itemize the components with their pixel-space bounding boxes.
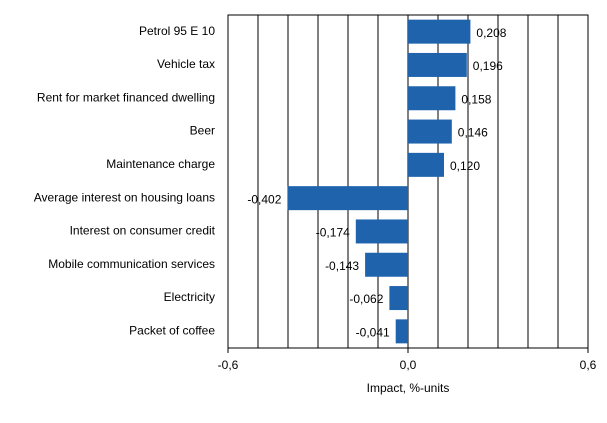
y-tick-label: Electricity: [164, 290, 215, 304]
value-label: 0,208: [476, 26, 506, 40]
bar: [408, 52, 467, 77]
value-label: -0,062: [349, 292, 383, 306]
x-tick-label: 0,0: [400, 358, 417, 372]
value-label: 0,196: [473, 59, 503, 73]
y-tick-label: Maintenance charge: [106, 157, 215, 171]
y-tick-label: Interest on consumer credit: [70, 224, 216, 238]
bar: [365, 252, 408, 277]
y-tick-label: Average interest on housing loans: [34, 190, 215, 204]
y-tick-label: Packet of coffee: [129, 324, 215, 338]
y-tick-label: Mobile communication services: [48, 257, 215, 271]
y-tick-label: Petrol 95 E 10: [139, 24, 215, 38]
bar: [408, 19, 471, 44]
y-tick-label: Beer: [190, 124, 215, 138]
value-label: 0,146: [458, 126, 488, 140]
value-label: -0,402: [247, 192, 281, 206]
value-label: -0,143: [325, 259, 359, 273]
bar: [408, 152, 444, 177]
value-label: 0,120: [450, 159, 480, 173]
y-tick-label: Vehicle tax: [157, 57, 215, 71]
bar: [389, 286, 408, 311]
x-tick-label: -0,6: [218, 358, 239, 372]
x-tick-label: 0,6: [580, 358, 597, 372]
value-label: -0,174: [316, 226, 350, 240]
bar: [355, 219, 408, 244]
y-tick-label: Rent for market financed dwelling: [37, 90, 215, 104]
value-label: -0,041: [356, 326, 390, 340]
value-label: 0,158: [461, 92, 491, 106]
bar: [287, 186, 408, 211]
bar: [408, 86, 456, 111]
x-axis-label: Impact, %-units: [367, 381, 450, 395]
bar: [408, 119, 452, 144]
bar: [395, 319, 408, 344]
